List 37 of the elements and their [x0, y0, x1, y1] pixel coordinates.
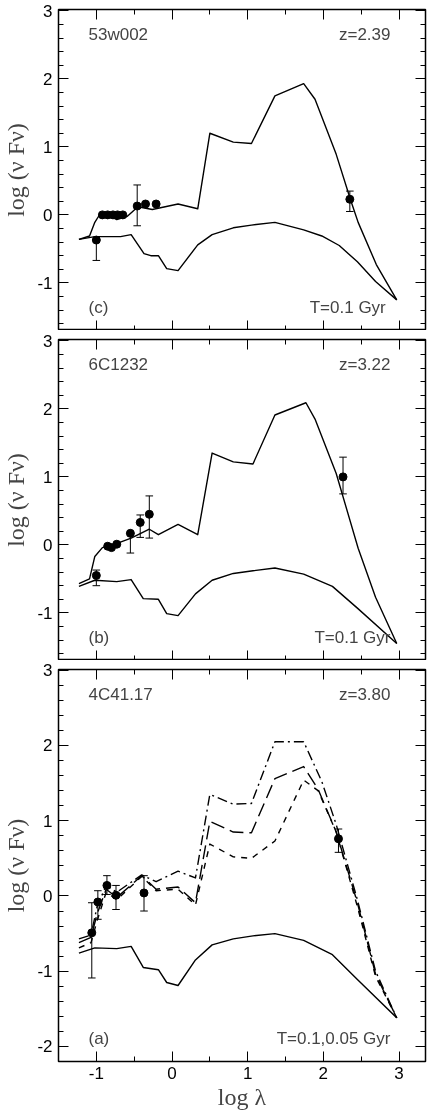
- y-tick-label: 3: [43, 331, 53, 351]
- y-tick-label: 2: [43, 736, 53, 756]
- y-axis-title: log (ν Fν): [3, 123, 30, 217]
- x-tick-label: 0: [167, 1063, 177, 1083]
- y-tick-label: 3: [43, 1, 53, 21]
- y-tick-label: 0: [43, 205, 53, 225]
- annotation: T=0.1,0.05 Gyr: [276, 1028, 391, 1048]
- annotation: T=0.1 Gyr: [314, 627, 391, 647]
- annotation: 53w002: [88, 25, 149, 44]
- annotation: 4C41.17: [88, 685, 153, 704]
- y-tick-label: -1: [37, 603, 53, 623]
- x-axis-title: log λ: [217, 1083, 267, 1110]
- annotation: (a): [88, 1028, 110, 1048]
- annotation: z=2.39: [338, 25, 391, 44]
- y-tick-label: 1: [43, 137, 53, 157]
- x-tick-label: 1: [242, 1063, 253, 1083]
- y-tick-label: 3: [43, 661, 53, 681]
- y-axis-title: log (ν Fν): [3, 818, 30, 913]
- annotation: (b): [88, 627, 110, 647]
- annotation: z=3.22: [338, 355, 391, 374]
- y-tick-label: 2: [43, 399, 53, 419]
- y-tick-label: 0: [43, 535, 53, 555]
- y-tick-label: 2: [43, 69, 53, 89]
- y-axis-title: log (ν Fν): [3, 453, 30, 547]
- annotation: z=3.80: [338, 685, 391, 704]
- x-tick-label: 3: [394, 1063, 404, 1083]
- x-tick-label: -1: [88, 1063, 104, 1083]
- annotation: (c): [88, 297, 109, 317]
- annotation: 6C1232: [88, 355, 149, 374]
- x-tick-label: 2: [318, 1063, 329, 1083]
- annotation: T=0.1 Gyr: [309, 297, 387, 317]
- y-tick-label: -1: [37, 273, 53, 293]
- y-tick-label: 0: [43, 886, 53, 906]
- y-tick-label: -1: [37, 962, 53, 982]
- y-tick-label: -2: [37, 1037, 53, 1057]
- y-tick-label: 1: [43, 467, 53, 487]
- y-tick-label: 1: [43, 811, 53, 831]
